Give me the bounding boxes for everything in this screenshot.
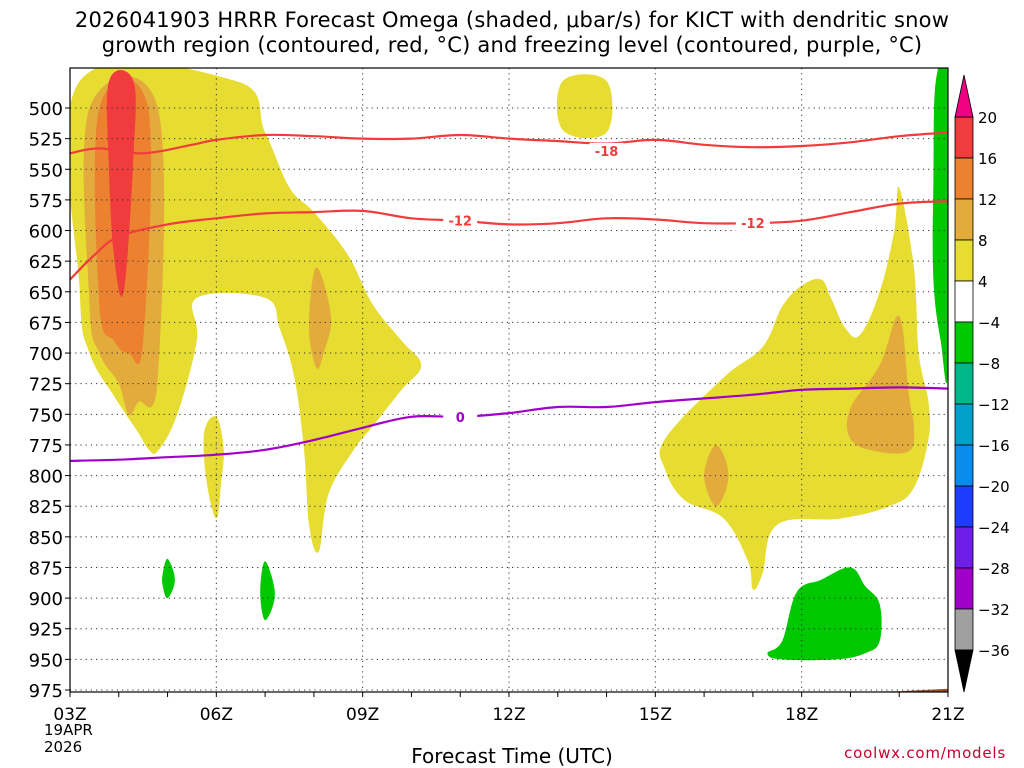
isotherm-minus-12 [70, 200, 948, 281]
y-axis: 500 525 550 575 600 625 650 675 700 725 750 775 800 8… [29, 99, 70, 702]
y-tick-label: 950 [29, 650, 63, 671]
y-tick-label: 900 [29, 589, 63, 610]
omega-8-12-d [846, 315, 915, 454]
omega-4-8-top [556, 74, 613, 139]
colorbar-label: −36 [978, 642, 1010, 660]
y-tick-label: 675 [29, 313, 63, 334]
y-tick-label: 700 [29, 344, 63, 365]
x-axis-title: Forecast Time (UTC) [411, 744, 613, 768]
colorbar-over-arrow [954, 74, 974, 118]
colorbar-label: −32 [978, 601, 1010, 619]
colorbar-label: −16 [978, 437, 1010, 455]
omega-8-12-b [309, 267, 332, 370]
colorbar-band [954, 321, 974, 364]
isotherm-minus-18 [70, 131, 948, 155]
colorbar-under-arrow [954, 649, 974, 693]
omega-8-12-c [704, 444, 729, 507]
y-tick-label: 825 [29, 497, 63, 518]
colorbar-label: 8 [978, 232, 988, 250]
y-tick-label: 875 [29, 558, 63, 579]
isotherm-minus-12-label: -12 [741, 217, 765, 232]
omega-neg-4-8-b [260, 561, 275, 621]
colorbar-band [954, 526, 974, 569]
colorbar-band [954, 362, 974, 405]
x-tick-label: 09Z [346, 705, 379, 725]
colorbar-band [954, 198, 974, 241]
colorbar-label: −12 [978, 396, 1010, 414]
freezing-level-label-bg [443, 408, 478, 425]
colorbar-label: 20 [978, 109, 997, 127]
colorbar-band [954, 444, 974, 487]
x-tick-label: 12Z [492, 705, 525, 725]
isotherm-minus-12-label-bg [443, 212, 478, 229]
y-tick-label: 575 [29, 191, 63, 212]
colorbar-band [954, 403, 974, 446]
x-tick-label: 21Z [931, 705, 964, 725]
x-tick-label: 18Z [785, 705, 818, 725]
colorbar-label: 12 [978, 191, 997, 209]
y-tick-label: 725 [29, 375, 63, 396]
y-tick-label: 525 [29, 130, 63, 151]
x-axis: 03Z 06Z 09Z 12Z 15Z 18Z 21Z [53, 705, 964, 725]
omega-neg-4-8-c [767, 567, 882, 661]
colorbar-band [954, 280, 974, 323]
colorbar-band [954, 239, 974, 282]
omega-4-8-right [659, 186, 931, 590]
freezing-level-label: 0 [456, 411, 465, 426]
y-tick-label: 650 [29, 283, 63, 304]
y-tick-label: 600 [29, 222, 63, 243]
x-tick-label: 15Z [639, 705, 672, 725]
y-tick-label: 850 [29, 528, 63, 549]
colorbar-band [954, 157, 974, 200]
chart-title-line1: 2026041903 HRRR Forecast Omega (shaded, … [74, 8, 950, 32]
colorbar-band [954, 608, 974, 651]
y-tick-label: 750 [29, 405, 63, 426]
isotherm-minus-12-label: -12 [448, 215, 472, 230]
date-label-day: 19APR [44, 721, 93, 739]
colorbar-label: −20 [978, 478, 1010, 496]
grid-lines [69, 68, 949, 697]
omega-neg-4-8-a [162, 558, 175, 599]
colorbar-label: −24 [978, 519, 1010, 537]
colorbar-label: 16 [978, 150, 997, 168]
date-label-year: 2026 [44, 738, 83, 756]
temperature-contours: -18 -12 -12 0 [70, 131, 948, 462]
omega-4-8-small [203, 416, 224, 519]
colorbar-label: −8 [978, 355, 1000, 373]
chart-title-line2: growth region (contoured, red, °C) and f… [101, 33, 923, 57]
isotherm-minus-18-label-bg [589, 142, 624, 159]
y-tick-label: 625 [29, 252, 63, 273]
x-tick-label: 03Z [53, 705, 86, 725]
y-tick-label: 775 [29, 436, 63, 457]
colorbar-band [954, 116, 974, 159]
omega-neg-4-8-d [932, 68, 948, 384]
colorbar-label: −4 [978, 314, 1000, 332]
y-tick-label: 800 [29, 467, 63, 488]
y-tick-label: 975 [29, 681, 63, 702]
colorbar-label: 4 [978, 273, 988, 291]
colorbar-band [954, 485, 974, 528]
colorbar: 20 16 12 8 4 −4 −8 −12 −16 −20 −24 −28 −32 −36 [954, 74, 1010, 693]
y-tick-label: 550 [29, 160, 63, 181]
isotherm-minus-18-label: -18 [595, 145, 619, 160]
omega-shading [70, 68, 948, 692]
y-tick-label: 500 [29, 99, 63, 120]
colorbar-label: −28 [978, 560, 1010, 578]
colorbar-band [954, 567, 974, 610]
plot-frame [69, 67, 949, 693]
credit-link[interactable]: coolwx.com/models [844, 744, 1006, 762]
isotherm-minus-12-label-bg [735, 215, 770, 232]
y-tick-label: 925 [29, 620, 63, 641]
x-tick-label: 06Z [200, 705, 233, 725]
freezing-level [70, 386, 948, 462]
